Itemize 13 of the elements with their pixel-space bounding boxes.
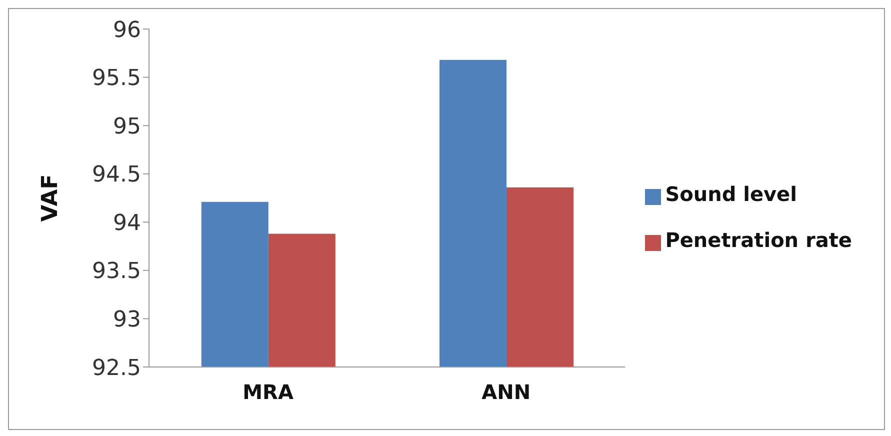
y-tick-label: 93.5 (92, 259, 141, 284)
legend-label: Sound level (665, 182, 797, 206)
x-tick-label: MRA (242, 380, 294, 404)
y-tick-label: 95.5 (92, 66, 141, 92)
y-tick-label: 94 (113, 210, 141, 236)
y-tick-label: 95 (113, 114, 141, 140)
legend-label: Penetration rate (665, 228, 852, 252)
y-tick-label: 93 (113, 308, 141, 333)
y-tick-label: 96 (113, 18, 141, 43)
y-axis-title: VAF (38, 174, 63, 222)
x-tick-label: ANN (482, 380, 531, 404)
y-tick-label: 94.5 (92, 162, 141, 188)
y-tick-label: 92.5 (92, 356, 141, 381)
